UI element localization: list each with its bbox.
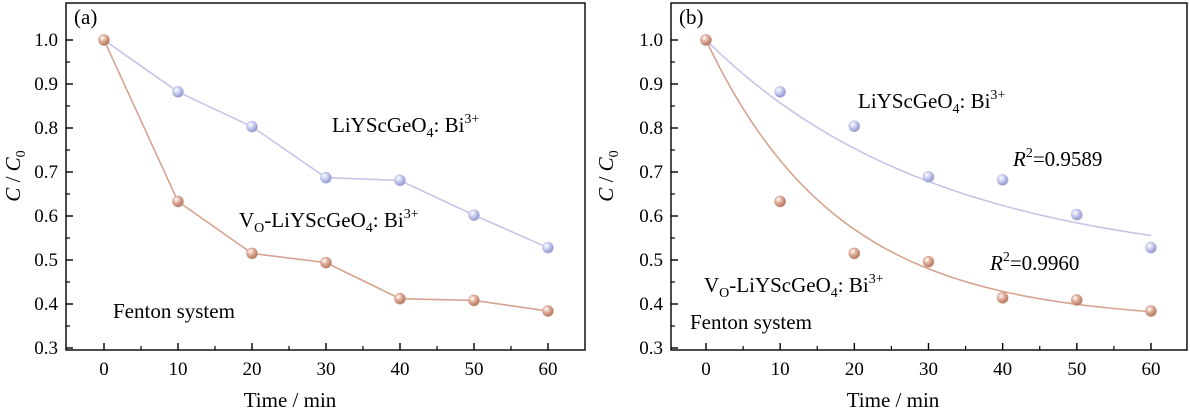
panel-b: 0.3 0.4 0.5 0.6 0.7 0.8 0.9 1.0 0 10 20 30 40 50 60 (… bbox=[594, 2, 1188, 411]
panel-b-series-1-point bbox=[996, 174, 1009, 186]
panel-a-series-2-point bbox=[468, 294, 480, 307]
panel-a-label: (a) bbox=[74, 5, 97, 29]
panel-b-series-1-label: LiYScGeO4: Bi3+ bbox=[858, 88, 1005, 117]
panel-a-series-1-point bbox=[320, 171, 332, 184]
panel-b-series-2-point bbox=[774, 195, 786, 208]
panel-a-x-tick-label: 40 bbox=[391, 359, 410, 380]
panel-a-series-1-point bbox=[172, 86, 184, 98]
panel-b-series-1-point bbox=[1071, 208, 1083, 221]
panel-a-x-tick-label: 20 bbox=[243, 359, 262, 380]
panel-a-y-tick-label: 0.9 bbox=[34, 74, 58, 95]
panel-a-y-ticks: 0.3 0.4 0.5 0.6 0.7 0.8 0.9 1.0 bbox=[34, 30, 73, 359]
panel-a-system-label: Fenton system bbox=[113, 299, 235, 323]
panel-a-series-2-point bbox=[172, 195, 184, 208]
panel-b-series-1-point bbox=[848, 120, 861, 133]
panel-a-x-axis-title: Time / min bbox=[244, 388, 337, 411]
panel-a-x-ticks: 0 10 20 30 40 50 60 bbox=[99, 343, 558, 380]
panel-a-y-tick-label: 0.8 bbox=[34, 118, 58, 139]
panel-b-series-1-point bbox=[922, 171, 935, 183]
panel-a-x-tick-label: 50 bbox=[465, 359, 484, 380]
panel-b-y-tick-label: 0.9 bbox=[639, 74, 663, 95]
panel-b-x-tick-label: 60 bbox=[1142, 359, 1161, 380]
panel-a-x-tick-label: 0 bbox=[99, 359, 109, 380]
panel-a-series-2-point bbox=[98, 34, 110, 46]
panel-a-series-1-point bbox=[542, 241, 554, 254]
panel-b-y-tick-label: 0.5 bbox=[639, 250, 663, 271]
panel-b-y-ticks: 0.3 0.4 0.5 0.6 0.7 0.8 0.9 1.0 bbox=[639, 30, 678, 359]
panel-b-y-tick-label: 0.8 bbox=[639, 118, 663, 139]
panel-b-y-tick-label: 0.4 bbox=[639, 294, 663, 315]
panel-b-label: (b) bbox=[679, 5, 704, 29]
panel-b-system-label: Fenton system bbox=[690, 310, 812, 334]
panel-b-series-2-label: VO-LiYScGeO4: Bi3+ bbox=[704, 272, 884, 301]
panel-a-series-2-point bbox=[542, 305, 554, 317]
panel-a-x-tick-label: 60 bbox=[539, 359, 558, 380]
panel-b-series-1-fit-curve bbox=[705, 39, 1152, 237]
panel-b-y-tick-label: 1.0 bbox=[639, 30, 663, 51]
panel-b-series-2-point bbox=[848, 247, 861, 260]
panel-a-x-tick-label: 10 bbox=[169, 359, 188, 380]
panel-b-x-tick-label: 50 bbox=[1067, 359, 1086, 380]
panel-a-y-tick-label: 0.5 bbox=[34, 250, 58, 271]
panel-a-series-1-point bbox=[246, 120, 258, 133]
panel-a-series-2-point bbox=[246, 247, 258, 260]
panel-a-y-tick-label: 0.7 bbox=[34, 162, 58, 183]
panel-b-y-axis-title: C / C0 bbox=[594, 150, 622, 201]
panel-b-series bbox=[700, 34, 1157, 317]
panel-b-x-tick-label: 0 bbox=[701, 359, 711, 380]
panel-a-y-tick-label: 0.6 bbox=[34, 206, 58, 227]
panel-a-y-tick-label: 0.3 bbox=[34, 338, 58, 359]
panel-b-series-2-point bbox=[922, 255, 935, 268]
panel-a-series-1-point bbox=[468, 209, 480, 221]
panel-a: 0.3 0.4 0.5 0.6 0.7 0.8 0.9 1.0 0 10 20 30 40 50 60 (… bbox=[1, 2, 586, 411]
panel-a-series-1-point bbox=[394, 174, 406, 187]
panel-a-series-2-point bbox=[394, 292, 406, 305]
panel-b-r2-label-2: R2=0.9960 bbox=[989, 250, 1079, 275]
panel-b-y-tick-label: 0.6 bbox=[639, 206, 663, 227]
panel-b-x-tick-label: 40 bbox=[993, 359, 1012, 380]
panel-b-r2-label-1: R2=0.9589 bbox=[1012, 146, 1102, 171]
panel-b-y-tick-label: 0.3 bbox=[639, 338, 663, 359]
panel-b-x-tick-label: 30 bbox=[919, 359, 938, 380]
panel-b-series-1-point bbox=[1145, 241, 1157, 254]
panel-b-series-2-point bbox=[1071, 294, 1083, 306]
panel-b-y-tick-label: 0.7 bbox=[639, 162, 663, 183]
panel-a-series-2-label: VO-LiYScGeO4: Bi3+ bbox=[239, 207, 419, 236]
panel-b-series-1-point bbox=[774, 86, 786, 98]
panel-a-y-tick-label: 0.4 bbox=[34, 294, 58, 315]
panel-a-series bbox=[98, 34, 554, 317]
panel-b-series-2-point bbox=[996, 292, 1009, 304]
panel-a-x-tick-label: 30 bbox=[317, 359, 336, 380]
panel-a-y-tick-label: 1.0 bbox=[34, 30, 58, 51]
panel-b-x-axis-title: Time / min bbox=[847, 388, 940, 411]
panel-a-series-2-point bbox=[320, 256, 332, 269]
panel-b-x-ticks: 0 10 20 30 40 50 60 bbox=[701, 343, 1161, 380]
panel-a-series-1-label: LiYScGeO4: Bi3+ bbox=[332, 112, 479, 141]
panel-b-x-tick-label: 20 bbox=[845, 359, 864, 380]
panel-b-series-2-point bbox=[700, 34, 712, 46]
panel-a-y-axis-title: C / C0 bbox=[1, 150, 29, 201]
panel-b-series-2-point bbox=[1145, 305, 1157, 317]
panel-b-x-tick-label: 10 bbox=[771, 359, 790, 380]
